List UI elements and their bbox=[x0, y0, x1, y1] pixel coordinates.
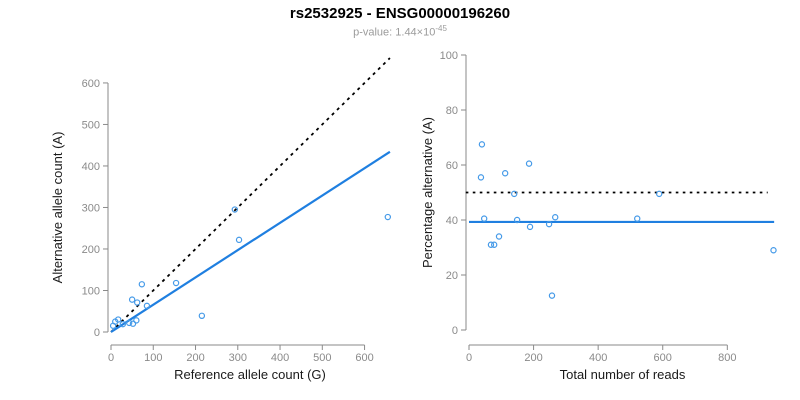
x-tick-label: 0 bbox=[466, 352, 472, 364]
data-point bbox=[513, 216, 521, 224]
x-axis-label: Reference allele count (G) bbox=[174, 367, 326, 382]
y-tick-label: 100 bbox=[82, 285, 100, 297]
pvalue-exponent: -45 bbox=[435, 24, 447, 33]
x-tick-label: 400 bbox=[271, 352, 289, 364]
percentage-vs-reads-plot: 0 200 400 600 800 0 20 40 60 80 100 Total number of… bbox=[420, 50, 777, 382]
data-point bbox=[548, 292, 556, 299]
y-tick-label: 100 bbox=[440, 50, 458, 62]
y-tick-label: 600 bbox=[82, 78, 100, 90]
data-point bbox=[235, 236, 243, 244]
data-point bbox=[125, 319, 133, 327]
data-point bbox=[384, 213, 392, 221]
data-point bbox=[634, 215, 641, 222]
data-point bbox=[526, 223, 534, 231]
data-point bbox=[552, 214, 559, 221]
pvalue-text: p-value: 1.44×10 bbox=[353, 26, 436, 39]
data-point bbox=[231, 206, 239, 213]
allele-counts-plot: 0 100 200 300 400 500 600 0 100 200 300 400 500 600 Re… bbox=[50, 57, 392, 382]
data-point bbox=[501, 170, 509, 177]
data-point bbox=[495, 233, 503, 240]
y-tick-label: 400 bbox=[82, 161, 100, 173]
data-point bbox=[478, 141, 486, 148]
data-point bbox=[480, 215, 488, 222]
data-point bbox=[138, 281, 146, 288]
data-point bbox=[655, 190, 663, 198]
x-tick-label: 200 bbox=[186, 352, 204, 364]
y-tick-label: 0 bbox=[94, 327, 100, 339]
data-point bbox=[487, 241, 495, 248]
plot-title: rs2532925 - ENSG00000196260 bbox=[289, 5, 511, 22]
data-point bbox=[477, 174, 485, 181]
x-tick-label: 200 bbox=[524, 352, 542, 364]
y-tick-label: 500 bbox=[82, 119, 100, 131]
x-tick-label: 400 bbox=[589, 352, 607, 364]
x-tick-label: 100 bbox=[144, 352, 162, 364]
data-point bbox=[133, 317, 140, 324]
data-point bbox=[128, 296, 136, 303]
identity-line bbox=[110, 57, 391, 333]
x-tick-label: 0 bbox=[108, 352, 114, 364]
x-tick-label: 600 bbox=[355, 352, 373, 364]
y-tick-label: 80 bbox=[446, 105, 458, 117]
data-point bbox=[172, 279, 180, 287]
data-point bbox=[134, 299, 141, 306]
data-point bbox=[525, 160, 533, 167]
y-tick-label: 0 bbox=[452, 325, 458, 337]
y-tick-label: 20 bbox=[446, 270, 458, 282]
x-axis-label: Total number of reads bbox=[560, 367, 686, 382]
data-point bbox=[129, 320, 137, 327]
regression-line bbox=[110, 150, 391, 333]
x-tick-label: 500 bbox=[313, 352, 331, 364]
data-point bbox=[198, 312, 206, 320]
data-point bbox=[511, 190, 518, 198]
y-tick-label: 40 bbox=[446, 215, 458, 227]
y-axis-label: Percentage alternative (A) bbox=[420, 117, 435, 268]
data-point bbox=[545, 220, 553, 228]
data-point bbox=[490, 241, 498, 248]
data-point bbox=[114, 316, 122, 323]
y-axis-label: Alternative allele count (A) bbox=[50, 132, 65, 284]
data-point bbox=[770, 247, 777, 254]
plot-subtitle: p-value: 1.44×10-45 bbox=[0, 24, 800, 39]
x-tick-label: 800 bbox=[718, 352, 736, 364]
data-point bbox=[119, 320, 127, 328]
data-point bbox=[143, 302, 151, 310]
y-tick-label: 300 bbox=[82, 202, 100, 214]
y-tick-label: 200 bbox=[82, 244, 100, 256]
x-tick-label: 600 bbox=[654, 352, 672, 364]
x-tick-label: 300 bbox=[229, 352, 247, 364]
y-tick-label: 60 bbox=[446, 160, 458, 172]
